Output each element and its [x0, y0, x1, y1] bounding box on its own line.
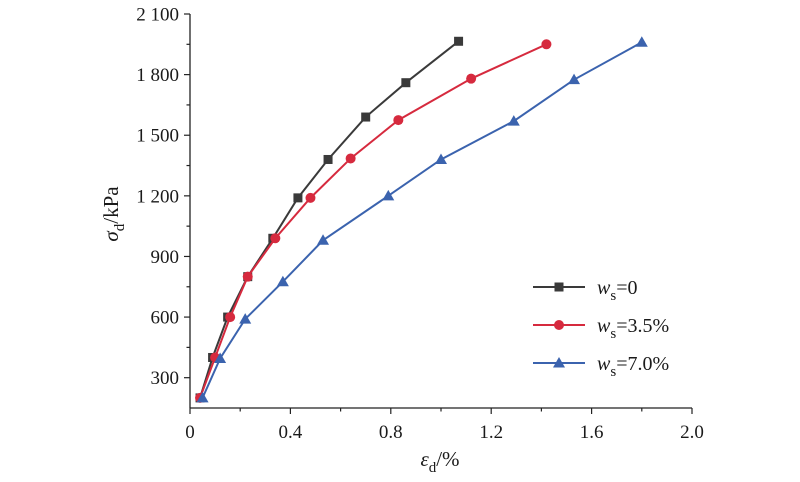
- x-axis-title-main: ε: [420, 447, 429, 471]
- x-tick-label: 2.0: [680, 422, 704, 443]
- data-point: [435, 153, 447, 164]
- data-point: [361, 112, 371, 122]
- legend-marker: [554, 320, 564, 330]
- data-point: [196, 391, 209, 403]
- data-point: [293, 193, 303, 203]
- data-point: [323, 154, 333, 164]
- y-tick-label: 1 200: [136, 186, 179, 207]
- series-layer: [195, 36, 648, 403]
- legend-label-main: w: [597, 315, 611, 337]
- y-tick-label: 900: [151, 247, 180, 268]
- x-tick-label: 0.4: [279, 422, 303, 443]
- x-tick-label: 1.6: [580, 422, 604, 443]
- data-point: [239, 313, 252, 324]
- legend-item-1: ws=3.5%: [533, 315, 669, 342]
- y-axis-title-main: σ: [99, 230, 123, 242]
- series-line: [201, 41, 643, 399]
- series-line: [199, 43, 547, 399]
- data-point: [225, 312, 236, 323]
- data-point: [214, 352, 227, 363]
- y-tick-label: 300: [151, 368, 180, 389]
- x-tick-label: 0.8: [379, 422, 403, 443]
- data-point: [507, 115, 520, 126]
- data-point: [393, 115, 404, 126]
- data-point: [568, 73, 581, 85]
- y-axis-title-sub: d: [112, 223, 128, 231]
- legend-label-rest: =3.5%: [616, 315, 669, 337]
- legend-item-2: ws=7.0%: [533, 353, 669, 380]
- data-point: [305, 192, 316, 203]
- legend-label-rest: =7.0%: [616, 353, 669, 375]
- series-1: [195, 39, 552, 403]
- legend-marker: [553, 357, 565, 368]
- x-axis-title: εd/%: [420, 447, 459, 476]
- legend-label-sub: s: [610, 288, 616, 304]
- data-point: [345, 153, 356, 164]
- legend-label-rest: =0: [616, 277, 637, 299]
- data-point: [635, 36, 648, 47]
- legend-marker: [554, 282, 564, 292]
- legend-label-sub: s: [610, 364, 616, 380]
- legend-label-main: w: [597, 353, 611, 375]
- data-point: [242, 271, 253, 282]
- data-point: [541, 39, 552, 50]
- x-tick-label: 0: [185, 422, 195, 443]
- x-tick-label: 1.2: [479, 422, 503, 443]
- series-0: [195, 36, 464, 403]
- legend: ws=0ws=3.5%ws=7.0%: [533, 277, 669, 380]
- y-tick-label: 1 500: [136, 126, 179, 147]
- y-tick-label: 600: [151, 308, 180, 329]
- x-axis-title-unit: /%: [436, 447, 459, 471]
- legend-label-sub: s: [610, 326, 616, 342]
- y-tick-label: 2 100: [136, 5, 179, 26]
- data-point: [401, 78, 411, 88]
- legend-label: ws=0: [597, 277, 637, 304]
- y-axis-title: σd/kPa: [99, 186, 128, 242]
- series-2: [196, 36, 648, 403]
- legend-label: ws=7.0%: [597, 353, 669, 380]
- legend-label: ws=3.5%: [597, 315, 669, 342]
- data-point: [454, 36, 464, 46]
- series-line: [199, 40, 460, 399]
- data-point: [466, 73, 477, 84]
- legend-label-main: w: [597, 277, 611, 299]
- y-axis-title-unit: /kPa: [99, 186, 123, 224]
- data-point: [382, 189, 395, 201]
- axes: 0 0.4 0.8 1.2 1.6 2.0 300 600 900 1 200 1 500 1 800…: [136, 5, 704, 444]
- legend-item-0: ws=0: [533, 277, 637, 304]
- data-point: [276, 275, 289, 287]
- data-point: [270, 233, 281, 244]
- x-axis-title-sub: d: [429, 460, 437, 476]
- data-point: [317, 234, 330, 245]
- y-tick-label: 1 800: [136, 65, 179, 86]
